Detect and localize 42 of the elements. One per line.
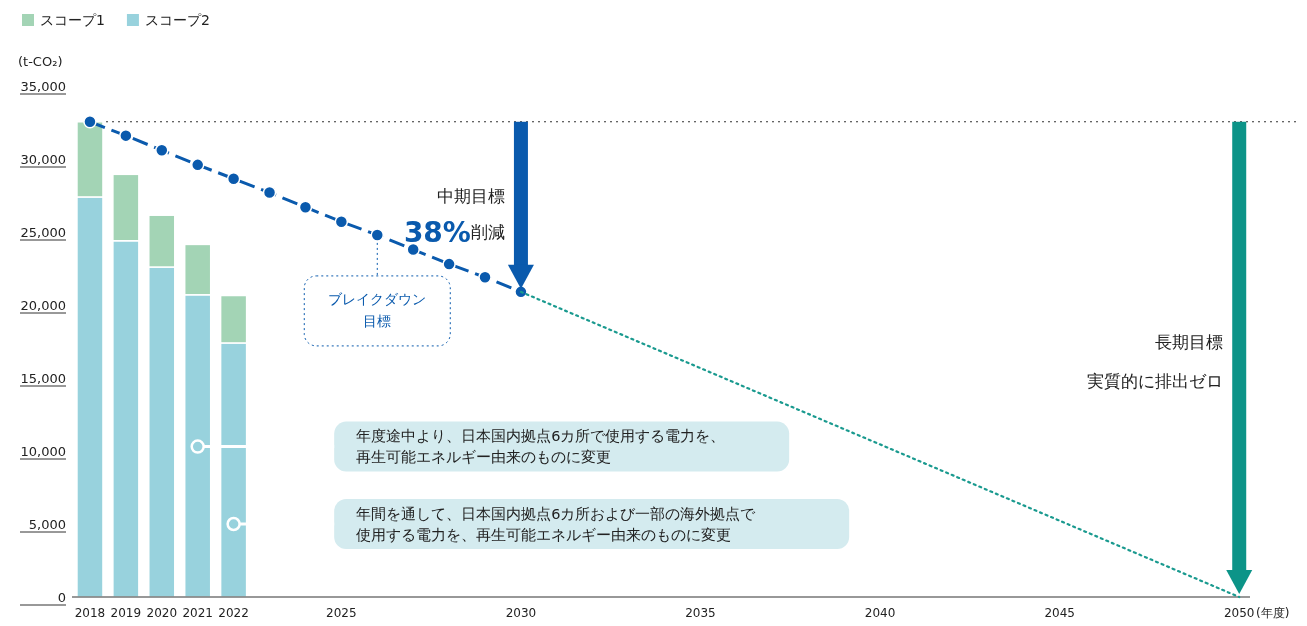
point (155, 143, 169, 157)
x-tick-label: 2020 (146, 606, 178, 620)
y-tick-label: 10,000 (20, 443, 66, 459)
point (226, 171, 241, 186)
y-tick-label: 0 (57, 589, 66, 605)
x-tick-label: 2040 (864, 606, 896, 620)
point (190, 158, 205, 172)
annotation: 年度途中より、日本国内拠点6カ所で使用する電力を、再生可能エネルギー由来のものに変更 (356, 428, 726, 466)
x-tick-label: 2018 (74, 606, 106, 620)
annotation: 中期目標 (436, 185, 505, 206)
y-tick-label: 5,000 (28, 516, 66, 532)
x-tick-label: 2030 (505, 606, 537, 620)
point (262, 185, 277, 200)
y-tick-label: 20,000 (20, 297, 66, 313)
y-tick-label: 15,000 (20, 370, 66, 386)
x-tick-label: 2025 (326, 606, 357, 620)
point (119, 128, 133, 143)
point (478, 270, 492, 285)
legend-label: スコープ2 (144, 12, 210, 28)
x-tick-label: 2022 (218, 606, 249, 620)
y-axis-title: (t-CO₂) (18, 54, 63, 69)
annotation: 実質的に排出ゼロ (1087, 370, 1224, 391)
y-tick-label: 30,000 (20, 151, 66, 167)
point (406, 242, 420, 257)
point (83, 115, 97, 129)
annotation: 長期目標 (1155, 331, 1224, 352)
y-tick-label: 35,000 (20, 78, 66, 94)
point (370, 228, 385, 242)
x-tick-label: 2050 (1223, 606, 1255, 620)
annotation: ブレイクダウン目標 (328, 290, 427, 329)
annotation: 38%削減 (403, 215, 505, 249)
annotation: 年間を通して、日本国内拠点6カ所および一部の海外拠点で使用する電力を、再生可能エネルギー由来のものに変更 (356, 505, 757, 543)
point (334, 215, 349, 229)
x-tick-label: 2021 (182, 606, 213, 620)
point (298, 200, 313, 214)
point (442, 257, 456, 271)
legend-label: スコープ1 (40, 12, 105, 28)
x-tick-label: 2019 (110, 606, 142, 620)
x-tick-label: 2045 (1044, 606, 1075, 620)
x-axis-title: (年度) (1256, 606, 1290, 620)
x-tick-label: 2035 (685, 606, 716, 620)
y-tick-label: 25,000 (20, 224, 66, 240)
